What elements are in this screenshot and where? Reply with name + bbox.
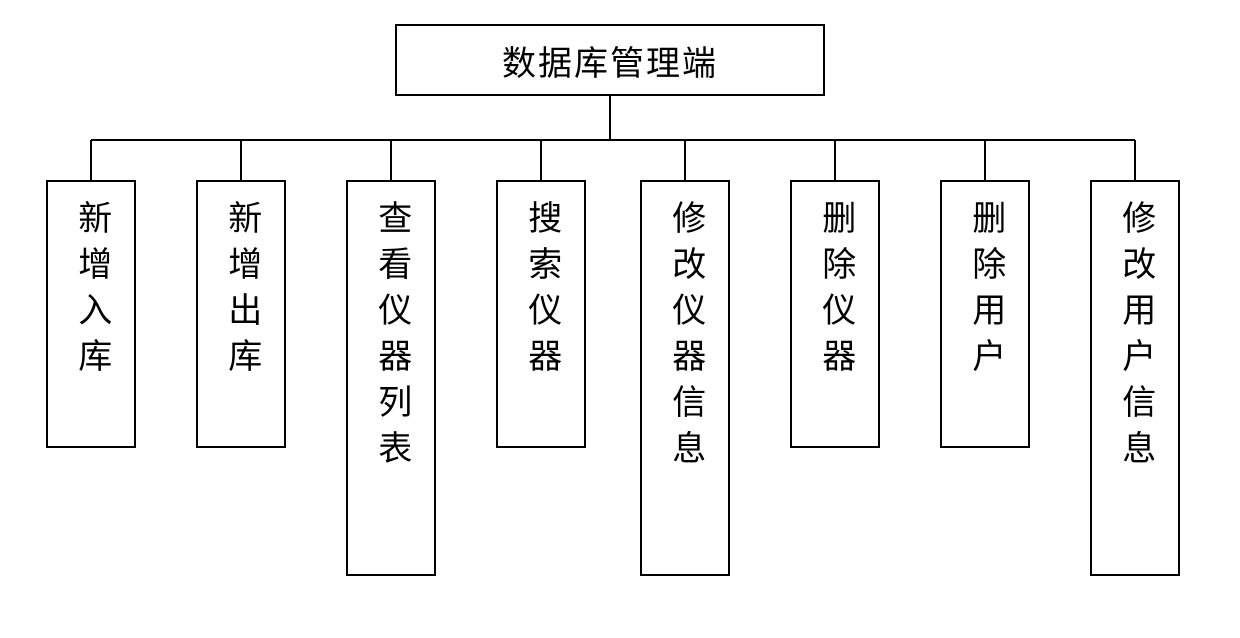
root-node: 数据库管理端 — [395, 24, 825, 96]
child-label: 修改用户信息 — [1116, 200, 1153, 476]
child-node: 新增入库 — [46, 180, 136, 448]
child-node: 搜索仪器 — [496, 180, 586, 448]
child-node: 修改仪器信息 — [640, 180, 730, 576]
child-node: 修改用户信息 — [1090, 180, 1180, 576]
child-node: 查看仪器列表 — [346, 180, 436, 576]
org-chart: 数据库管理端 新增入库 新增出库 查看仪器列表 搜索仪器 修改仪器信息 删除仪器 删除用户 修… — [0, 0, 1240, 638]
child-label: 新增出库 — [222, 200, 259, 384]
child-label: 搜索仪器 — [522, 200, 559, 384]
child-node: 删除仪器 — [790, 180, 880, 448]
child-label: 新增入库 — [72, 200, 109, 384]
child-node: 删除用户 — [940, 180, 1030, 448]
child-node: 新增出库 — [196, 180, 286, 448]
child-label: 查看仪器列表 — [372, 200, 409, 476]
child-label: 删除用户 — [966, 200, 1003, 384]
child-label: 修改仪器信息 — [666, 200, 703, 476]
child-label: 删除仪器 — [816, 200, 853, 384]
root-label: 数据库管理端 — [502, 36, 718, 85]
